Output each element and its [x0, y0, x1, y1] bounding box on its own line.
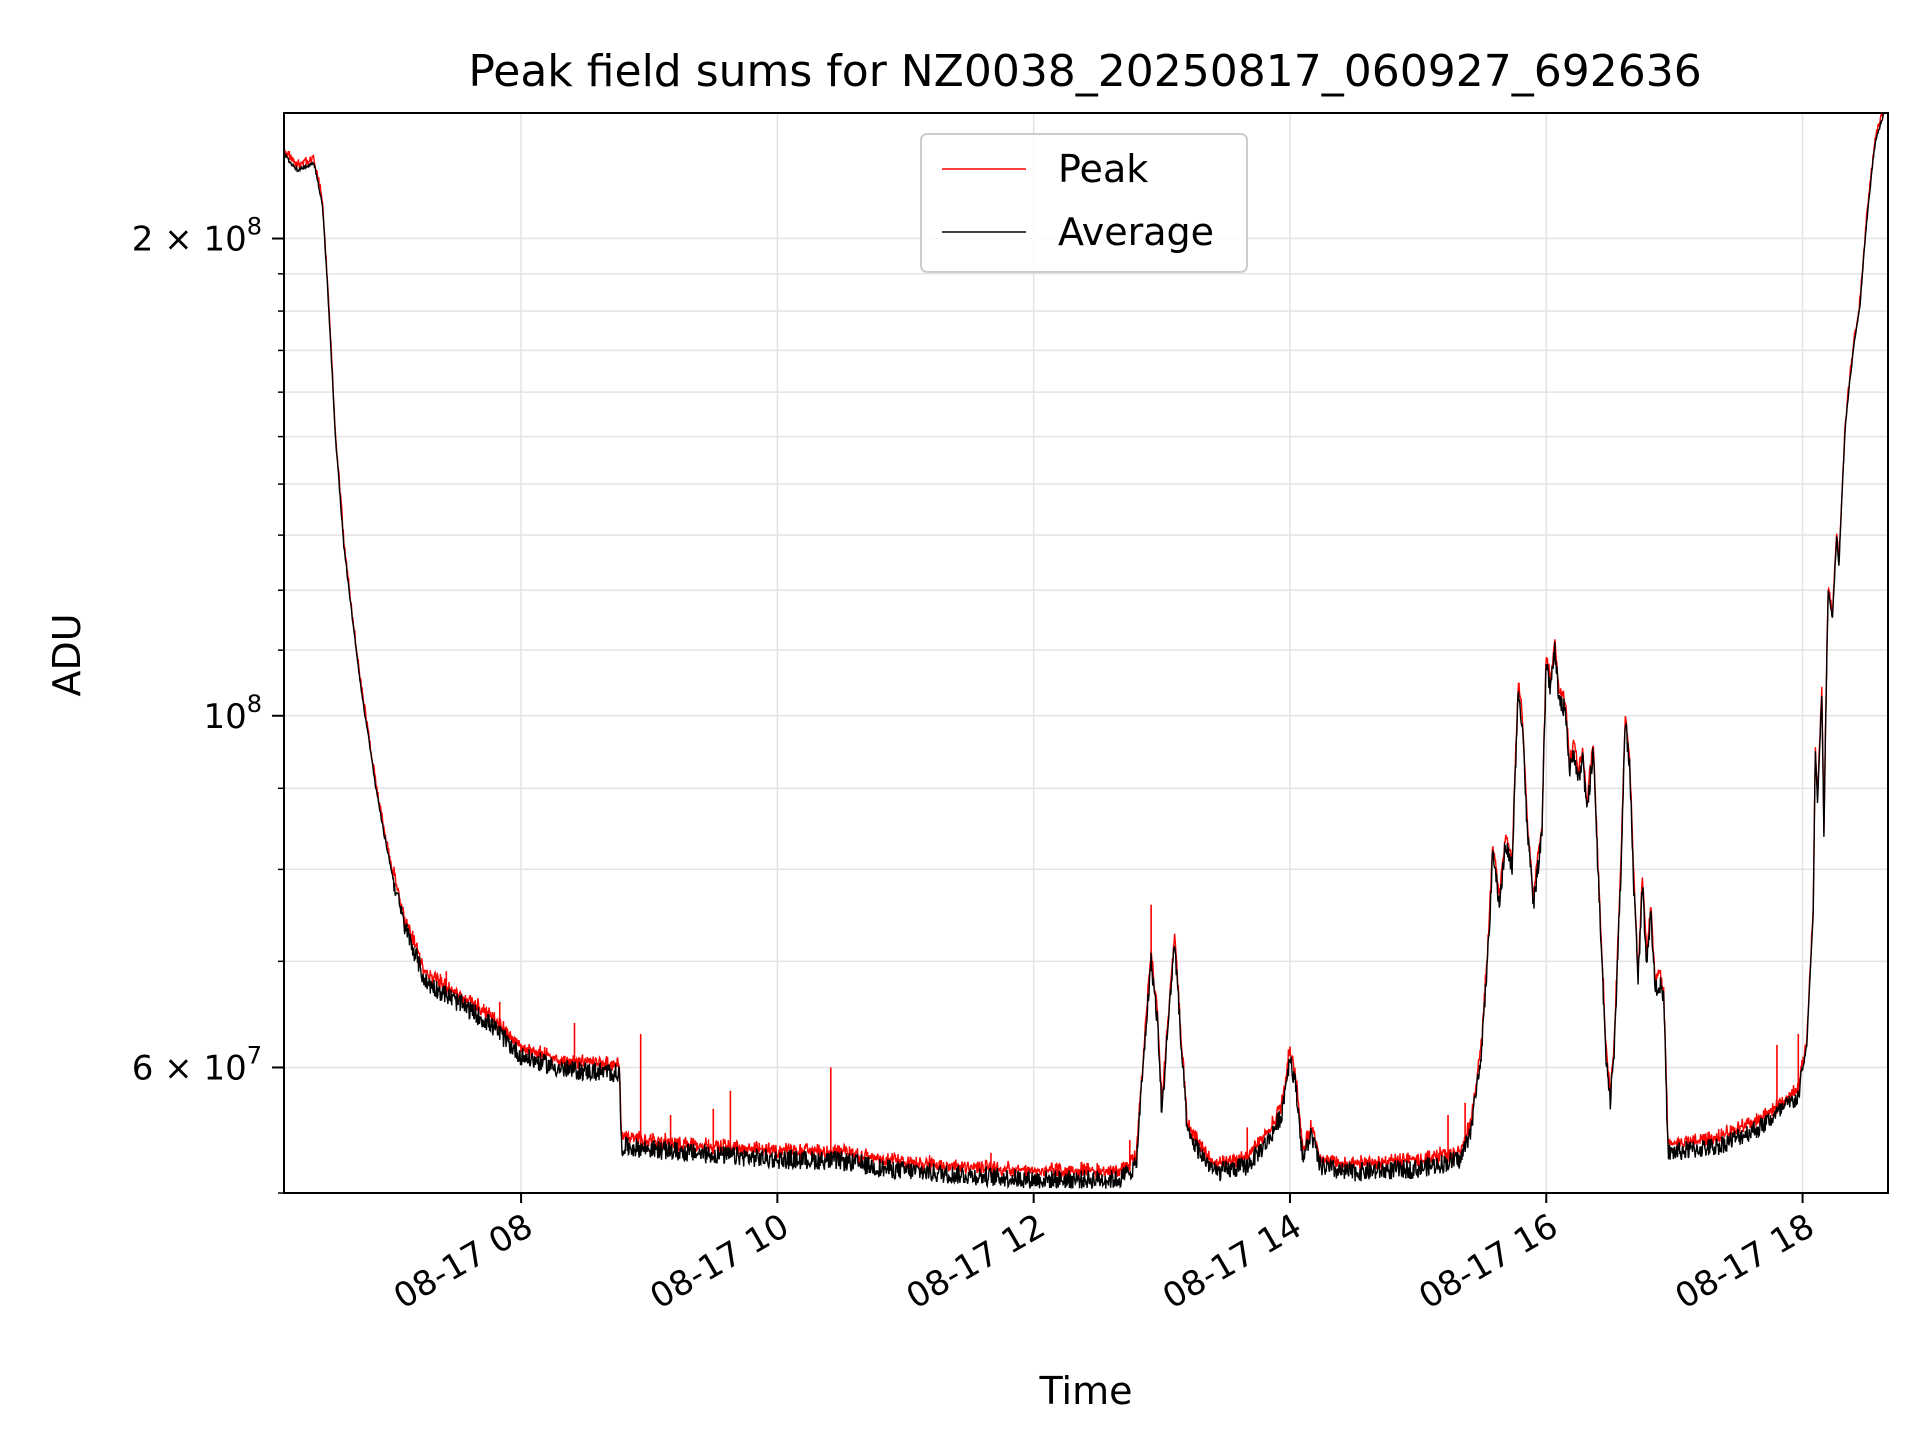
y-tick-label: 6 × 107	[132, 1041, 262, 1088]
chart-title: Peak field sums for NZ0038_20250817_0609…	[468, 46, 1701, 97]
legend-label-average: Average	[1058, 210, 1214, 254]
legend: Peak Average	[920, 133, 1248, 273]
y-axis: 2 × 108 108 6 × 107	[132, 213, 284, 1194]
series-line-average	[283, 112, 1888, 1190]
y-tick-label: 2 × 108	[132, 213, 262, 260]
y-tick-label: 108	[203, 690, 262, 737]
y-axis-label: ADU	[45, 613, 89, 696]
x-axis-label: Time	[1039, 1369, 1133, 1413]
plot-frame	[283, 112, 1889, 1194]
legend-label-peak: Peak	[1058, 147, 1148, 191]
plot-series	[283, 112, 1888, 1190]
